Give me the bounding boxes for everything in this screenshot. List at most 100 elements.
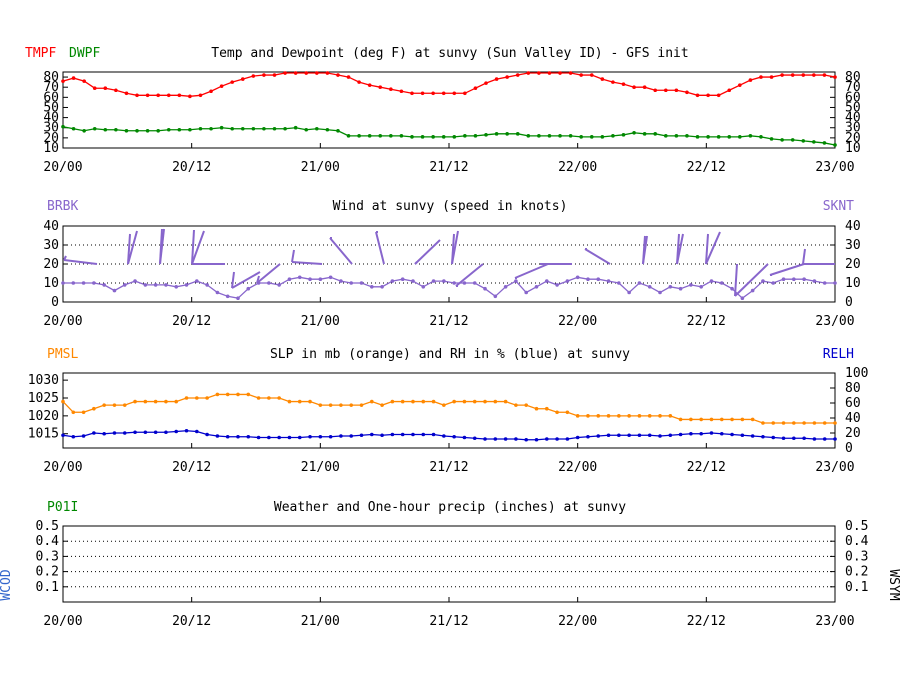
wsym-label: WSYM <box>886 569 900 600</box>
data-point-sknt <box>328 275 333 280</box>
data-point-pmsl <box>493 399 498 404</box>
data-point-dwpf <box>410 135 414 139</box>
data-point-sknt <box>102 283 106 287</box>
x-tick-label: 21/12 <box>429 614 468 629</box>
data-point-tmpf <box>780 73 784 77</box>
data-point-dwpf <box>124 128 129 133</box>
data-point-dwpf <box>579 135 583 139</box>
data-point-relh <box>277 435 281 440</box>
y-tick-label-right: 50 <box>845 100 861 115</box>
data-point-relh <box>740 433 745 438</box>
data-point-tmpf <box>272 73 277 77</box>
data-point-pmsl <box>534 406 539 411</box>
data-point-tmpf <box>251 74 256 78</box>
data-point-sknt <box>236 296 240 301</box>
data-point-dwpf <box>431 135 435 139</box>
wind-barb <box>231 271 261 289</box>
data-point-sknt <box>143 283 148 287</box>
data-point-tmpf <box>611 80 615 84</box>
data-point-dwpf <box>738 135 742 139</box>
x-tick-label: 22/00 <box>558 314 597 329</box>
y-tick-label-right: 20 <box>845 131 861 146</box>
data-point-relh <box>678 432 683 437</box>
data-point-relh <box>92 431 96 435</box>
data-point-tmpf <box>230 80 235 84</box>
wind-barb-flag <box>159 228 163 265</box>
data-point-relh <box>781 436 786 441</box>
data-point-dwpf <box>92 126 97 131</box>
wind-barb-flag <box>802 248 806 265</box>
data-point-relh <box>524 437 528 442</box>
data-point-relh <box>544 437 549 441</box>
data-point-pmsl <box>287 399 292 404</box>
data-point-dwpf <box>441 135 446 139</box>
data-point-pmsl <box>236 392 240 397</box>
data-point-pmsl <box>452 399 456 404</box>
wind-barb <box>375 231 385 265</box>
data-point-dwpf <box>103 127 108 132</box>
data-point-relh <box>761 434 765 439</box>
series-line-tmpf <box>62 72 836 97</box>
series-line-pmsl <box>62 393 835 424</box>
data-point-relh <box>750 434 755 438</box>
data-point-tmpf <box>738 83 742 87</box>
data-point-sknt <box>575 275 580 280</box>
data-point-tmpf <box>653 88 658 93</box>
wind-panel-title: Wind at sunvy (speed in knots) <box>333 199 568 214</box>
data-point-relh <box>555 437 559 441</box>
data-point-sknt <box>400 277 405 282</box>
data-point-pmsl <box>514 403 518 407</box>
data-point-tmpf <box>579 73 583 77</box>
data-point-relh <box>390 432 395 437</box>
dwpf-label: DWPF <box>69 46 100 61</box>
data-point-tmpf <box>431 91 435 96</box>
data-point-sknt <box>493 294 498 299</box>
data-point-sknt <box>112 288 117 293</box>
data-point-tmpf <box>515 73 520 77</box>
data-point-dwpf <box>642 132 647 136</box>
y-tick-label: 20 <box>43 257 59 272</box>
y-tick-label: 40 <box>43 219 59 234</box>
y2-tick-label: 0 <box>845 441 853 456</box>
data-point-relh <box>472 436 477 441</box>
data-point-pmsl <box>267 396 271 400</box>
data-point-tmpf <box>748 78 753 82</box>
data-point-sknt <box>792 277 796 282</box>
data-point-sknt <box>689 283 693 287</box>
wind-barb <box>63 259 98 265</box>
data-point-dwpf <box>230 126 235 131</box>
data-point-tmpf <box>537 71 541 75</box>
data-point-pmsl <box>225 392 230 397</box>
data-point-dwpf <box>473 134 478 138</box>
data-point-tmpf <box>145 93 150 98</box>
wind-barb <box>291 261 323 265</box>
data-point-dwpf <box>822 141 827 145</box>
data-point-sknt <box>586 277 590 282</box>
data-point-relh <box>164 430 168 435</box>
data-point-tmpf <box>685 90 689 95</box>
data-point-sknt <box>370 285 374 289</box>
x-tick-label: 20/00 <box>43 460 82 475</box>
panel-2: 0 0 10 10 20 20 30 30 40 40 20/00 20/12 21/00 21/12 22… <box>43 219 860 329</box>
data-point-pmsl <box>781 421 786 425</box>
data-point-pmsl <box>81 410 86 415</box>
data-point-tmpf <box>420 91 425 96</box>
data-point-tmpf <box>568 71 573 75</box>
data-point-sknt <box>421 285 426 289</box>
data-point-pmsl <box>318 403 323 407</box>
data-point-sknt <box>565 279 570 283</box>
data-point-dwpf <box>209 126 213 131</box>
x-tick-label: 20/00 <box>43 160 82 175</box>
data-point-sknt <box>195 279 199 283</box>
data-point-tmpf <box>526 71 531 75</box>
y2-tick-label: 80 <box>845 381 861 396</box>
data-point-relh <box>709 431 714 435</box>
data-point-pmsl <box>112 403 117 407</box>
data-point-pmsl <box>442 403 446 407</box>
data-point-relh <box>452 434 456 439</box>
relh-label: RELH <box>823 347 854 362</box>
x-tick-label: 22/00 <box>558 460 597 475</box>
data-point-pmsl <box>596 414 601 418</box>
data-point-tmpf <box>494 77 499 81</box>
data-point-sknt <box>627 290 631 295</box>
